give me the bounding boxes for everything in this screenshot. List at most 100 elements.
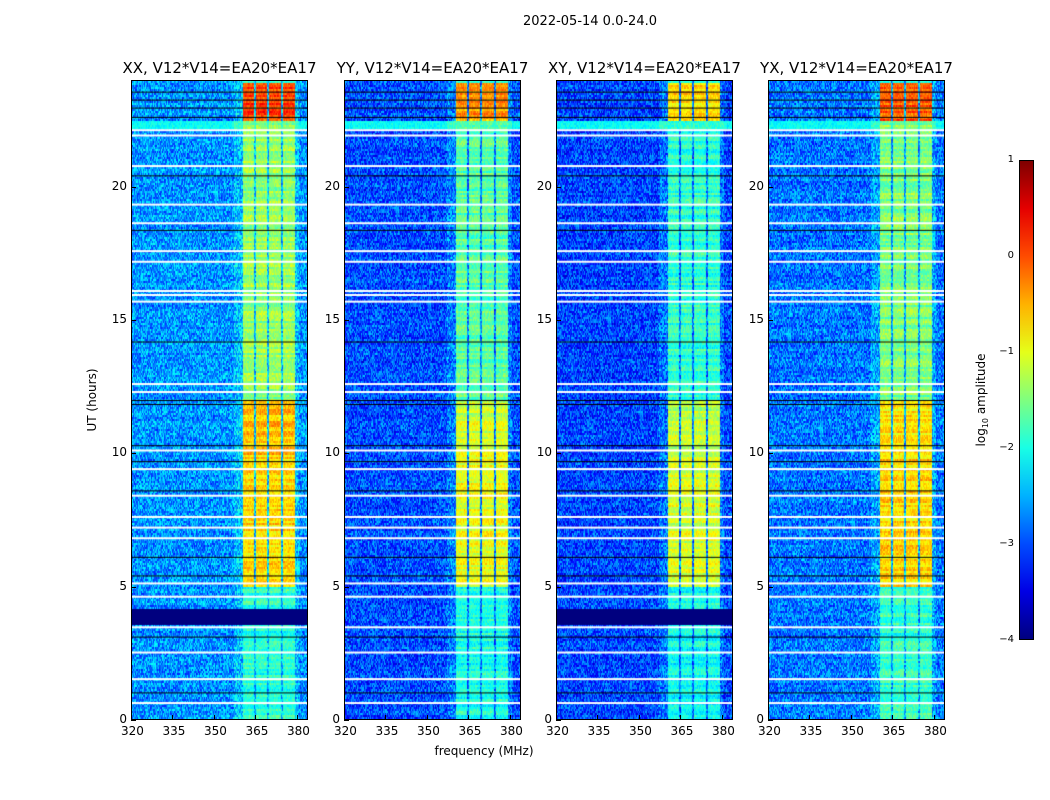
x-tick-label: 365	[882, 724, 906, 738]
colorbar	[1019, 160, 1034, 640]
y-tick-label: 20	[324, 178, 340, 193]
y-tick-label: 10	[748, 445, 764, 460]
figure-suptitle: 2022-05-14 0.0-24.0	[523, 14, 657, 29]
y-tick-label: 0	[332, 712, 340, 726]
heatmap-image	[132, 81, 307, 719]
x-tick-mark	[255, 715, 257, 720]
x-tick-label: 350	[840, 724, 864, 738]
colorbar-label: log10 amplitude	[973, 353, 991, 447]
x-tick-label: 380	[499, 724, 523, 738]
x-tick-mark	[213, 715, 215, 720]
x-axis-label: frequency (MHz)	[434, 744, 534, 758]
x-tick-label: 335	[375, 724, 399, 738]
y-tick-mark	[344, 320, 349, 321]
x-tick-label: 335	[799, 724, 823, 738]
x-tick-label: 350	[628, 724, 652, 738]
x-tick-label: 335	[587, 724, 611, 738]
x-tick-mark	[768, 715, 769, 720]
x-tick-label: 365	[670, 724, 694, 738]
x-tick-mark	[468, 715, 470, 720]
heatmap-image	[345, 81, 520, 719]
y-tick-label: 15	[748, 312, 764, 326]
y-tick-mark	[556, 453, 561, 455]
x-tick-mark	[556, 715, 557, 720]
y-tick-label: 0	[119, 712, 127, 726]
y-tick-mark	[768, 453, 773, 455]
heatmap-panel	[131, 80, 308, 720]
x-tick-label: 320	[758, 724, 781, 738]
y-tick-mark	[131, 720, 136, 721]
y-tick-label: 15	[536, 312, 552, 326]
heatmap-image	[769, 81, 944, 719]
x-tick-label: 350	[416, 724, 440, 738]
y-tick-mark	[556, 586, 561, 588]
x-tick-mark	[933, 715, 935, 720]
colorbar-tick-label: −4	[999, 634, 1014, 645]
x-tick-label: 320	[334, 724, 357, 738]
y-axis-label: UT (hours)	[85, 368, 99, 432]
x-tick-label: 335	[162, 724, 186, 738]
y-tick-label: 5	[332, 578, 340, 593]
x-tick-label: 380	[286, 724, 310, 738]
panel-title-yy: YY, V12*V14=EA20*EA17	[336, 59, 529, 77]
x-tick-label: 350	[203, 724, 227, 738]
x-tick-label: 365	[245, 724, 269, 738]
y-tick-label: 15	[324, 312, 340, 326]
x-tick-mark	[680, 715, 682, 720]
y-tick-mark	[344, 720, 349, 721]
y-tick-label: 10	[536, 445, 552, 460]
y-tick-label: 20	[111, 178, 127, 193]
heatmap-panel	[344, 80, 521, 720]
y-tick-label: 15	[111, 312, 127, 326]
y-tick-mark	[768, 320, 773, 321]
x-tick-mark	[850, 715, 852, 720]
y-tick-label: 5	[756, 578, 764, 593]
x-tick-mark	[597, 715, 599, 720]
colorbar-tick-label: −2	[999, 442, 1014, 453]
heatmap-image	[557, 81, 732, 719]
y-tick-label: 5	[119, 578, 127, 593]
x-tick-label: 320	[546, 724, 569, 738]
y-tick-mark	[556, 720, 561, 721]
y-tick-mark	[556, 186, 561, 188]
y-tick-mark	[131, 453, 136, 455]
heatmap-panel	[768, 80, 945, 720]
x-tick-mark	[892, 715, 894, 720]
panel-title-yx: YX, V12*V14=EA20*EA17	[760, 59, 953, 77]
colorbar-tick-label: 0	[1007, 250, 1014, 261]
x-tick-mark	[509, 715, 511, 720]
x-tick-mark	[721, 715, 723, 720]
y-tick-mark	[344, 186, 349, 188]
heatmap-panel	[556, 80, 733, 720]
colorbar-tick-label: −3	[999, 538, 1014, 549]
y-tick-mark	[768, 186, 773, 188]
panel-title-xx: XX, V12*V14=EA20*EA17	[122, 59, 317, 77]
y-tick-mark	[344, 453, 349, 455]
colorbar-tick-label: 1	[1007, 154, 1014, 165]
x-tick-mark	[344, 715, 345, 720]
y-tick-mark	[344, 586, 349, 588]
x-tick-mark	[296, 715, 298, 720]
x-tick-mark	[131, 715, 132, 720]
colorbar-tick-label: −1	[999, 346, 1014, 357]
x-tick-mark	[638, 715, 640, 720]
y-tick-label: 10	[324, 445, 340, 460]
x-tick-mark	[172, 715, 174, 720]
y-tick-label: 10	[111, 445, 127, 460]
panel-title-xy: XY, V12*V14=EA20*EA17	[548, 59, 741, 77]
x-tick-label: 320	[121, 724, 144, 738]
y-tick-mark	[131, 320, 136, 321]
y-tick-label: 0	[544, 712, 552, 726]
x-tick-mark	[426, 715, 428, 720]
x-tick-label: 380	[711, 724, 735, 738]
x-tick-label: 380	[923, 724, 947, 738]
y-tick-mark	[131, 586, 136, 588]
y-tick-mark	[556, 320, 561, 321]
y-tick-label: 20	[536, 178, 552, 193]
y-tick-mark	[768, 586, 773, 588]
x-tick-label: 365	[458, 724, 482, 738]
y-tick-mark	[131, 186, 136, 188]
y-tick-label: 20	[748, 178, 764, 193]
y-tick-label: 0	[756, 712, 764, 726]
